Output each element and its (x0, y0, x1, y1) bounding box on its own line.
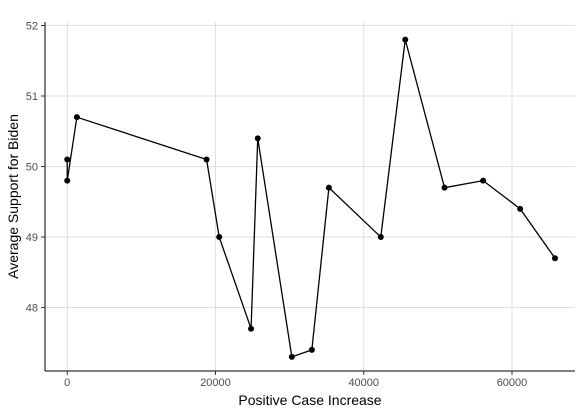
x-tick-label: 40000 (348, 377, 379, 389)
data-point (325, 184, 332, 191)
data-point (248, 325, 255, 332)
x-axis-title: Positive Case Increase (238, 392, 381, 408)
y-axis-title: Average Support for Biden (5, 114, 21, 279)
data-point (377, 234, 384, 241)
y-tick-label: 50 (26, 162, 38, 174)
data-point (254, 135, 261, 142)
data-point (402, 36, 409, 43)
data-point (216, 234, 223, 241)
grid (45, 22, 575, 371)
x-tick-label: 20000 (200, 377, 231, 389)
data-point (551, 255, 558, 262)
y-tick-label: 48 (26, 303, 38, 315)
data-point (480, 177, 487, 184)
y-tick-label: 51 (26, 91, 38, 103)
axes: 0 20000 40000 60000 48 49 50 51 52 (26, 21, 575, 389)
data-point (517, 205, 524, 212)
y-tick-label: 52 (26, 21, 38, 33)
x-tick-label: 0 (64, 377, 70, 389)
data-point (441, 184, 448, 191)
data-point (308, 346, 315, 353)
x-tick-label: 60000 (497, 377, 528, 389)
data-point (64, 156, 71, 163)
data-point (64, 177, 71, 184)
data-point (203, 156, 210, 163)
series (64, 36, 558, 360)
y-tick-label: 49 (26, 232, 38, 244)
data-point (288, 353, 295, 360)
series-line (66, 39, 556, 358)
data-point (73, 114, 80, 121)
